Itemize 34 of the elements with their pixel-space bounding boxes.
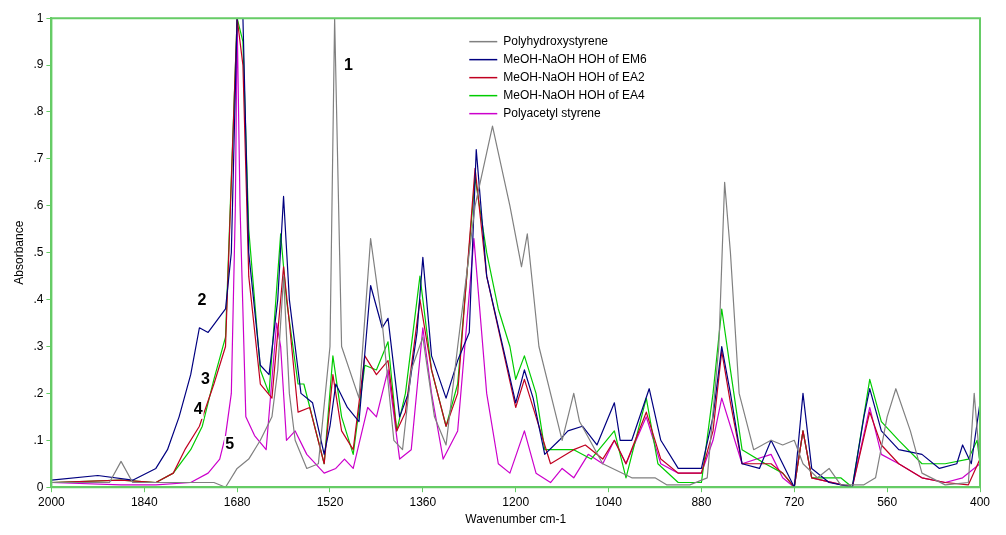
y-tick-label: .8 <box>33 104 44 119</box>
x-tick-label: 880 <box>691 494 712 509</box>
legend-label: MeOH-NaOH HOH of EA2 <box>503 69 645 84</box>
legend-label: MeOH-NaOH HOH of EA4 <box>503 87 645 102</box>
y-tick-label: 1 <box>36 10 44 25</box>
annotation: 3 <box>201 369 211 387</box>
annotation: 2 <box>197 291 207 309</box>
annotation: 1 <box>344 55 354 73</box>
y-tick-label: .7 <box>33 151 44 166</box>
y-tick-label: 0 <box>36 479 44 494</box>
x-tick-label: 1040 <box>595 494 623 509</box>
x-tick-label: 1680 <box>223 494 251 509</box>
x-axis-title: Wavenumber cm-1 <box>465 512 567 527</box>
x-tick-label: 1200 <box>502 494 530 509</box>
annotation: 4 <box>193 400 203 418</box>
legend-label: MeOH-NaOH HOH of EM6 <box>503 51 647 66</box>
legend-label: Polyacetyl styrene <box>503 105 601 120</box>
annotation: 5 <box>225 435 235 453</box>
y-tick-label: .6 <box>33 198 44 213</box>
x-tick-label: 400 <box>969 494 991 509</box>
legend-label: Polyhydroxystyrene <box>503 33 609 48</box>
y-tick-label: .5 <box>33 245 44 260</box>
x-tick-label: 560 <box>877 494 898 509</box>
y-tick-label: .9 <box>33 57 44 72</box>
x-tick-label: 2000 <box>38 494 66 509</box>
x-tick-label: 1840 <box>130 494 158 509</box>
y-tick-label: .4 <box>33 291 44 306</box>
x-tick-label: 1360 <box>409 494 437 509</box>
x-tick-label: 1520 <box>316 494 344 509</box>
y-axis-title: Absorbance <box>11 220 26 285</box>
y-tick-label: .1 <box>33 432 44 447</box>
y-tick-label: .3 <box>33 338 44 353</box>
y-tick-label: .2 <box>33 385 44 400</box>
x-tick-label: 720 <box>784 494 805 509</box>
